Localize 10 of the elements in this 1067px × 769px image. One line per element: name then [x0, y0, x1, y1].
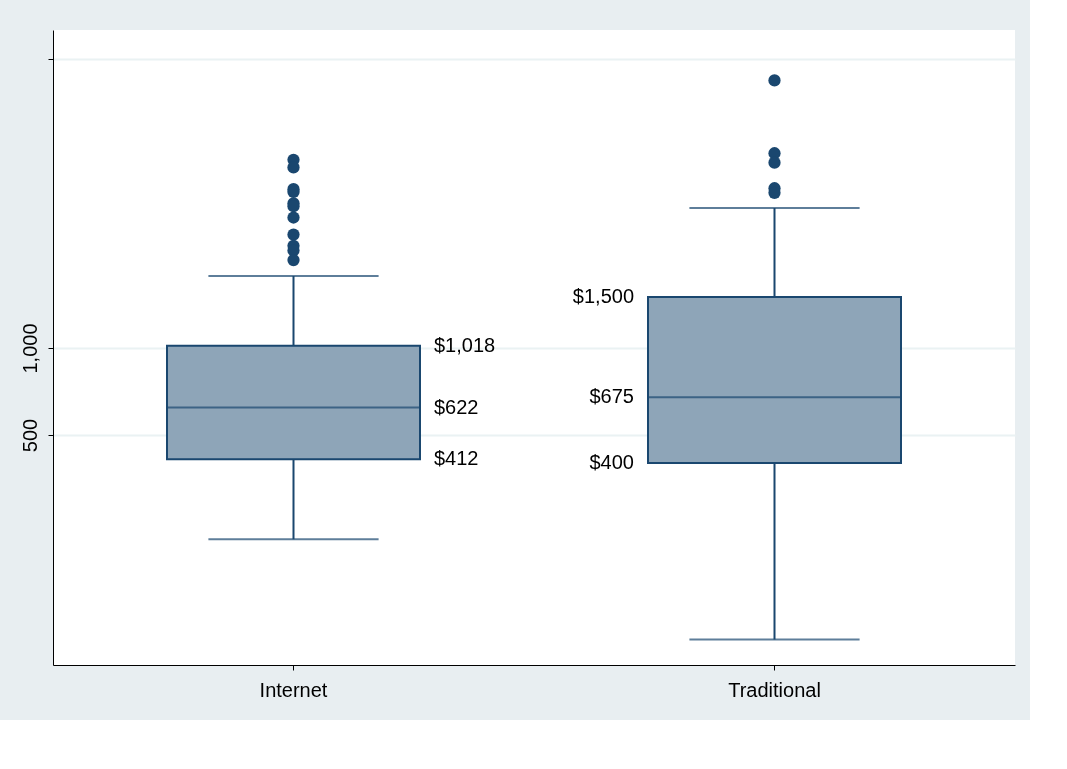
annotation: $412	[434, 447, 479, 470]
annotation: $1,500	[572, 285, 634, 308]
x-tick-label: Traditional	[728, 678, 821, 701]
y-tick-label: 500	[18, 418, 41, 453]
x-tick-label: Internet	[259, 678, 328, 701]
annotation: $1,018	[434, 333, 496, 356]
annotation: $400	[589, 451, 634, 473]
y-tick-label: 1,000	[18, 323, 41, 374]
annotation: $622	[434, 395, 479, 418]
annotation: $675	[589, 385, 634, 408]
